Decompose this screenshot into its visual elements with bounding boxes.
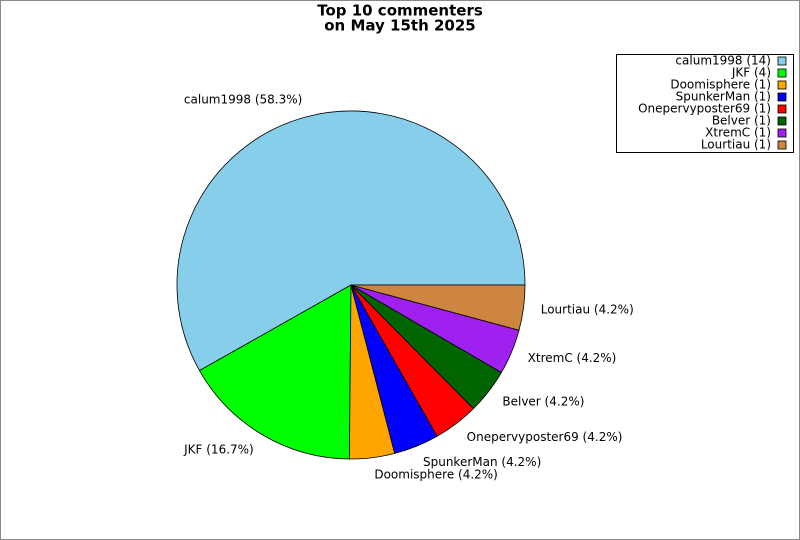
- legend-swatch: [777, 116, 787, 126]
- legend-label: Onepervyposter69 (1): [638, 102, 771, 116]
- legend-label: calum1998 (14): [675, 54, 771, 68]
- legend-box: [616, 54, 794, 153]
- legend-label: Lourtiau (1): [701, 138, 771, 152]
- legend-label: JKF (4): [731, 66, 771, 80]
- legend-swatch: [777, 68, 787, 78]
- chart-title: Top 10 commenters: [317, 2, 483, 20]
- legend-swatch: [777, 56, 787, 66]
- slice-label: Onepervyposter69 (4.2%): [467, 430, 623, 444]
- legend-label: Doomisphere (1): [670, 78, 771, 92]
- legend-swatch: [777, 80, 787, 90]
- slice-label: Belver (4.2%): [502, 395, 584, 409]
- legend-swatch: [777, 140, 787, 150]
- chart-subtitle: on May 15th 2025: [324, 17, 476, 35]
- slice-label: SpunkerMan (4.2%): [423, 455, 541, 469]
- legend-swatch: [777, 92, 787, 102]
- slice-label: Doomisphere (4.2%): [374, 467, 498, 481]
- legend-label: SpunkerMan (1): [676, 90, 771, 104]
- legend-swatch: [777, 104, 787, 114]
- legend-label: Belver (1): [712, 114, 771, 128]
- slice-label: Lourtiau (4.2%): [541, 303, 634, 317]
- legend-swatch: [777, 128, 787, 138]
- slice-label: calum1998 (58.3%): [184, 92, 302, 106]
- pie-slice: [198, 284, 352, 460]
- slice-label: JKF (16.7%): [183, 442, 254, 456]
- legend-label: XtremC (1): [705, 126, 771, 140]
- pie-slice: [176, 110, 526, 372]
- pie-slice: [350, 284, 526, 331]
- slice-label: XtremC (4.2%): [528, 351, 617, 365]
